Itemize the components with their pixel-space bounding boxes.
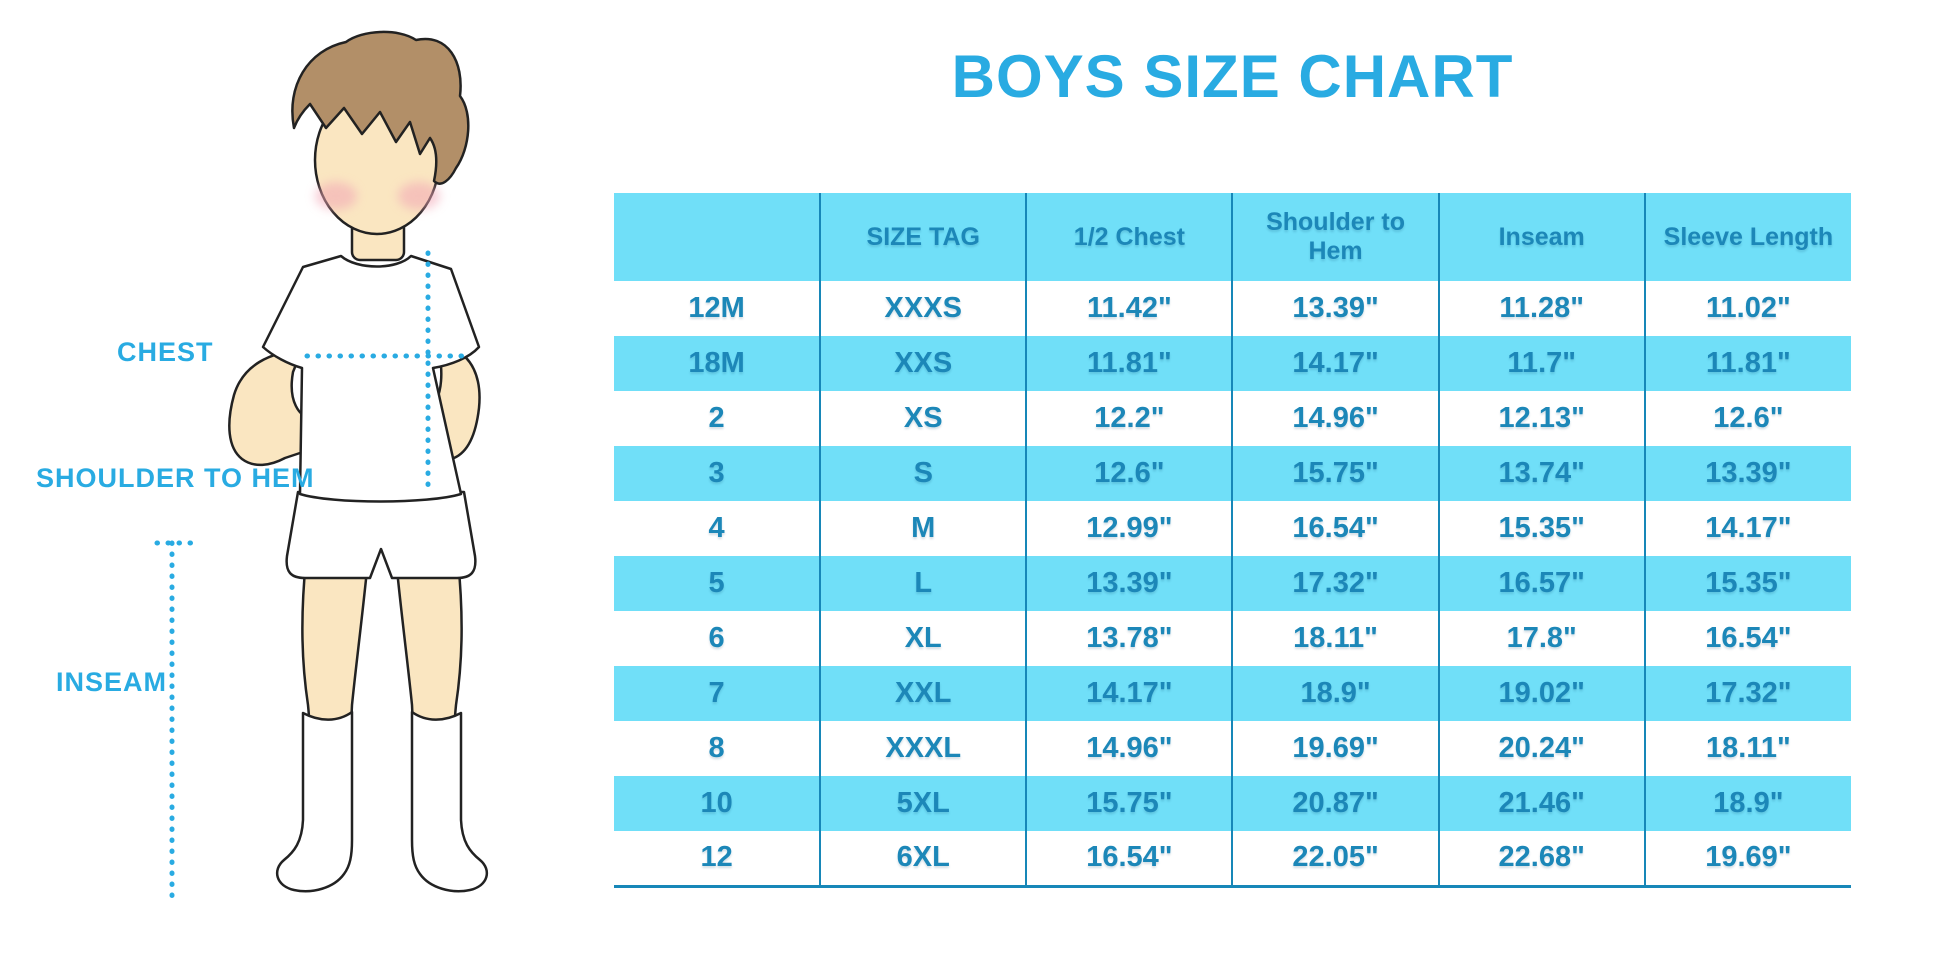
table-cell: 13.39"	[1705, 457, 1792, 489]
table-cell: 13.74"	[1438, 446, 1646, 501]
size-table-header-row: SIZE TAG 1/2 Chest Shoulder to Hem Inseam Sl…	[614, 193, 1851, 281]
table-cell: M	[820, 501, 1028, 556]
table-cell: 11.7"	[1438, 336, 1646, 391]
table-cell: 12.2"	[1026, 391, 1234, 446]
table-cell: 17.32"	[1705, 677, 1792, 709]
table-cell: 13.39"	[1026, 556, 1234, 611]
table-cell: 6XL	[820, 831, 1028, 886]
table-cell: 14.17"	[1232, 336, 1440, 391]
table-row: 10 5XL 15.75" 20.87" 21.46" 18.9"	[614, 776, 1851, 831]
table-cell: 4	[614, 501, 822, 556]
boy-shirt	[261, 254, 481, 503]
table-row: 12 6XL 16.54" 22.05" 22.68" 19.69"	[614, 831, 1851, 886]
table-cell: XS	[820, 391, 1028, 446]
table-cell: 11.42"	[1026, 281, 1234, 336]
table-cell: 14.96"	[1232, 391, 1440, 446]
table-cell: 13.78"	[1026, 611, 1234, 666]
table-cell: 20.87"	[1232, 776, 1440, 831]
header-cell: 1/2 Chest	[1026, 193, 1234, 281]
boy-sock-right	[410, 710, 489, 893]
table-cell: S	[820, 446, 1028, 501]
table-cell: 10	[614, 776, 822, 831]
table-cell: 19.02"	[1438, 666, 1646, 721]
chest-label: CHEST	[117, 337, 214, 367]
boy-sock-left	[275, 710, 354, 893]
table-cell: 18.11"	[1706, 732, 1791, 764]
table-cell: 5	[614, 556, 822, 611]
table-cell: 14.17"	[1705, 512, 1792, 544]
table-row: 18M XXS 11.81" 14.17" 11.7" 11.81"	[614, 336, 1851, 391]
table-cell: L	[820, 556, 1028, 611]
table-row: 3 S 12.6" 15.75" 13.74" 13.39"	[614, 446, 1851, 501]
table-cell: 3	[614, 446, 822, 501]
table-cell: 17.32"	[1232, 556, 1440, 611]
table-cell: 12.6"	[1026, 446, 1234, 501]
table-cell: 21.46"	[1438, 776, 1646, 831]
table-row: 5 L 13.39" 17.32" 16.57" 15.35"	[614, 556, 1851, 611]
table-cell: 15.75"	[1026, 776, 1234, 831]
size-table: SIZE TAG 1/2 Chest Shoulder to Hem Inseam Sl…	[614, 193, 1851, 888]
table-cell: 12.13"	[1438, 391, 1646, 446]
table-cell: 15.35"	[1705, 567, 1792, 599]
table-cell: 11.81"	[1026, 336, 1234, 391]
table-row: 6 XL 13.78" 18.11" 17.8" 16.54"	[614, 611, 1851, 666]
inseam-label: INSEAM	[56, 667, 168, 697]
table-cell: 12.99"	[1026, 501, 1234, 556]
table-cell: 22.68"	[1438, 831, 1646, 886]
table-cell: 17.8"	[1438, 611, 1646, 666]
boy-illustration	[154, 30, 489, 905]
table-cell: XL	[820, 611, 1028, 666]
table-cell: 20.24"	[1438, 721, 1646, 776]
table-cell: 15.75"	[1232, 446, 1440, 501]
table-cell: 11.02"	[1706, 292, 1791, 324]
header-cell: Inseam	[1438, 193, 1646, 281]
table-cell: 14.96"	[1026, 721, 1234, 776]
shoulder-to-hem-label: SHOULDER TO HEM	[36, 463, 315, 493]
table-row: 8 XXXL 14.96" 19.69" 20.24" 18.11"	[614, 721, 1851, 776]
table-row: 4 M 12.99" 16.54" 15.35" 14.17"	[614, 501, 1851, 556]
page-title: BOYS SIZE CHART	[951, 43, 1514, 110]
header-cell: SIZE TAG	[820, 193, 1028, 281]
table-cell: 8	[614, 721, 822, 776]
table-cell: 5XL	[820, 776, 1028, 831]
table-cell: 18.11"	[1232, 611, 1440, 666]
table-cell: XXS	[820, 336, 1028, 391]
table-cell: XXXL	[820, 721, 1028, 776]
inseam-measure-line	[154, 540, 199, 905]
table-cell: 12M	[614, 281, 822, 336]
table-cell: 12.6"	[1713, 402, 1784, 434]
table-cell: 22.05"	[1232, 831, 1440, 886]
table-cell: XXXS	[820, 281, 1028, 336]
table-cell: 11.81"	[1706, 347, 1791, 379]
table-row: 2 XS 12.2" 14.96" 12.13" 12.6"	[614, 391, 1851, 446]
table-cell: 18.9"	[1232, 666, 1440, 721]
header-cell: Sleeve Length	[1663, 222, 1834, 251]
table-cell: 6	[614, 611, 822, 666]
table-cell: 7	[614, 666, 822, 721]
table-cell: 18M	[614, 336, 822, 391]
table-row: 7 XXL 14.17" 18.9" 19.02" 17.32"	[614, 666, 1851, 721]
table-cell: 15.35"	[1438, 501, 1646, 556]
table-row: 12M XXXS 11.42" 13.39" 11.28" 11.02"	[614, 281, 1851, 336]
table-cell: 16.54"	[1026, 831, 1234, 886]
table-cell: XXL	[820, 666, 1028, 721]
size-table-body: 12M XXXS 11.42" 13.39" 11.28" 11.02" 18M XXS 11.…	[614, 281, 1851, 886]
table-cell: 13.39"	[1232, 281, 1440, 336]
table-cell: 16.54"	[1705, 622, 1792, 654]
table-cell: 19.69"	[1705, 841, 1792, 874]
table-cell: 12	[614, 831, 822, 886]
table-cell: 2	[614, 391, 822, 446]
boy-blush-right	[398, 182, 440, 210]
header-cell	[614, 193, 822, 281]
table-cell: 16.57"	[1438, 556, 1646, 611]
header-cell: Shoulder to Hem	[1232, 193, 1440, 281]
boy-blush-left	[315, 182, 357, 210]
boy-hair	[291, 30, 470, 185]
table-cell: 14.17"	[1026, 666, 1234, 721]
table-cell: 19.69"	[1232, 721, 1440, 776]
boy-shorts	[285, 490, 477, 580]
table-cell: 11.28"	[1438, 281, 1646, 336]
table-cell: 16.54"	[1232, 501, 1440, 556]
table-cell: 18.9"	[1713, 787, 1784, 819]
